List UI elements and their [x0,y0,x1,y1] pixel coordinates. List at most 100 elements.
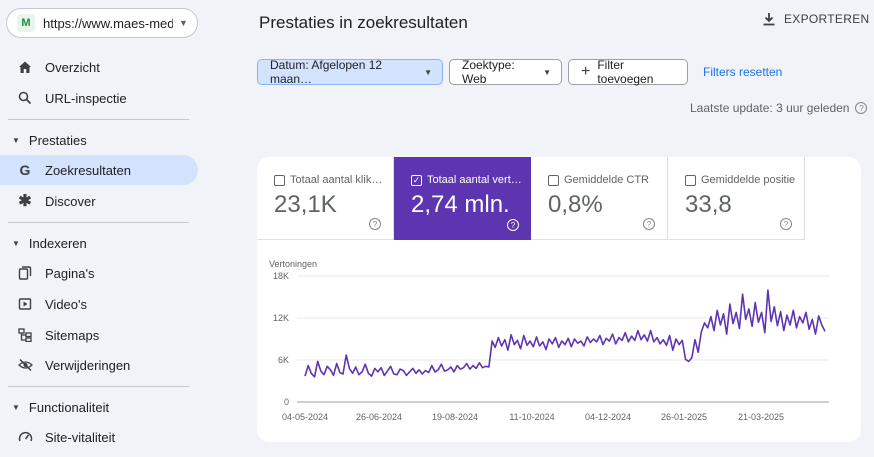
checkbox-icon [274,174,285,186]
sidebar-item-label: Overzicht [45,59,100,75]
add-filter-button[interactable]: + Filter toevoegen [568,58,688,86]
section-label: Indexeren [28,235,87,251]
impressions-chart: Vertoningen 18K 12K 6K 0 04-05-2024 26-06-202… [257,257,861,437]
property-url: https://www.maes-med… [43,15,173,31]
last-update-text: Laatste update: 3 uur geleden [690,101,850,115]
metric-label: Totaal aantal vert… [427,174,522,186]
help-icon[interactable]: ? [507,219,519,231]
section-label: Prestaties [28,132,87,148]
metric-label: Gemiddelde CTR [564,174,649,186]
metric-label-row: Totaal aantal klik… [274,174,393,186]
section-indexing[interactable]: ▼ Indexeren [0,231,198,255]
property-selector[interactable]: M https://www.maes-med… ▼ [6,8,198,38]
sidebar-item-search-results[interactable]: G Zoekresultaten [0,155,198,185]
sidebar: M https://www.maes-med… ▼ Overzicht URL-… [0,0,205,457]
x-tick-label: 19-08-2024 [432,412,478,422]
metric-impressions[interactable]: ✓ Totaal aantal vert… 2,74 mln. ? [394,157,531,240]
eye-off-icon [17,357,33,373]
x-tick-label: 26-06-2024 [356,412,402,422]
y-tick-label: 18K [273,271,289,281]
impressions-series-line[interactable] [304,289,826,378]
last-update: Laatste update: 3 uur geleden ? [690,101,868,115]
sidebar-item-sitemaps[interactable]: Sitemaps [0,320,198,350]
divider [8,119,189,120]
metric-position[interactable]: Gemiddelde positie 33,8 ? [668,157,805,240]
y-tick-label: 0 [284,397,289,407]
metric-ctr[interactable]: Gemiddelde CTR 0,8% ? [531,157,668,240]
sidebar-item-url-inspection[interactable]: URL-inspectie [0,83,198,113]
sidebar-item-videos[interactable]: Video's [0,289,198,319]
video-icon [17,296,33,312]
date-filter-chip[interactable]: Datum: Afgelopen 12 maan… ▼ [257,58,443,86]
x-tick-label: 26-01-2025 [661,412,707,422]
metric-clicks[interactable]: Totaal aantal klik… 23,1K ? [257,157,394,240]
search-type-label: Zoektype: Web [462,58,515,86]
checkbox-icon [548,174,559,186]
asterisk-icon: ✱ [18,193,32,210]
caret-down-icon: ▼ [12,135,20,145]
metric-label: Totaal aantal klik… [290,174,383,186]
checkbox-icon [685,174,696,186]
reset-filters-button[interactable]: Filters resetten [703,65,783,79]
performance-card: Totaal aantal klik… 23,1K ? ✓ Totaal aan… [257,157,861,442]
google-g-icon: G [19,162,31,178]
page-title: Prestaties in zoekresultaten [259,13,468,32]
sidebar-item-label: Verwijderingen [45,357,131,373]
checkbox-checked-icon: ✓ [411,174,422,186]
sitemap-icon [17,327,33,343]
sidebar-item-label: URL-inspectie [45,90,127,106]
chevron-down-icon: ▼ [543,67,551,77]
metric-label: Gemiddelde positie [701,174,796,186]
date-filter-label: Datum: Afgelopen 12 maan… [270,58,383,86]
section-label: Functionaliteit [28,399,110,415]
sidebar-item-label: Pagina's [45,265,95,281]
x-tick-label: 04-05-2024 [282,412,328,422]
metric-label-row: Gemiddelde CTR [548,174,667,186]
add-filter-label: Filter toevoegen [597,58,654,86]
search-icon [17,90,33,106]
chart-svg: Vertoningen 18K 12K 6K 0 04-05-2024 26-06-202… [269,259,829,422]
site-logo: M [17,14,35,32]
metric-value: 0,8% [548,191,603,218]
export-label: EXPORTEREN [784,12,870,26]
search-type-chip[interactable]: Zoektype: Web ▼ [449,58,562,86]
metric-label-row: Gemiddelde positie [685,174,804,186]
help-icon[interactable]: ? [369,218,381,230]
caret-down-icon: ▼ [12,238,20,248]
sidebar-item-label: Video's [45,296,87,312]
sidebar-item-removals[interactable]: Verwijderingen [0,350,198,380]
sidebar-item-core-web-vitals[interactable]: Site-vitaliteit [0,422,198,452]
home-icon [17,59,33,75]
x-tick-label: 21-03-2025 [738,412,784,422]
export-button[interactable]: EXPORTEREN [762,12,869,26]
caret-down-icon: ▼ [12,402,20,412]
metric-value: 33,8 [685,191,732,218]
pages-icon [17,265,33,281]
divider [8,386,189,387]
sidebar-item-label: Discover [45,193,96,209]
chevron-down-icon: ▼ [179,18,188,28]
sidebar-item-label: Site-vitaliteit [45,429,116,445]
sidebar-item-label: Zoekresultaten [45,162,131,178]
metric-value: 2,74 mln. [411,191,510,218]
speedometer-icon [17,429,33,445]
metric-label-row: ✓ Totaal aantal vert… [411,174,531,186]
y-tick-label: 6K [278,355,289,365]
section-features[interactable]: ▼ Functionaliteit [0,395,198,419]
plus-icon: + [581,63,591,80]
chevron-down-icon: ▼ [424,67,432,77]
help-icon[interactable]: ? [855,102,868,114]
y-axis-label: Vertoningen [269,259,317,269]
sidebar-item-label: Sitemaps [45,327,100,343]
section-performance[interactable]: ▼ Prestaties [0,128,198,152]
help-icon[interactable]: ? [780,218,792,230]
sidebar-item-discover[interactable]: ✱ Discover [0,186,198,216]
sidebar-item-overview[interactable]: Overzicht [0,52,198,82]
divider [8,222,189,223]
x-tick-label: 04-12-2024 [585,412,631,422]
y-tick-label: 12K [273,313,289,323]
help-icon[interactable]: ? [643,218,655,230]
download-icon [763,13,775,26]
sidebar-item-pages[interactable]: Pagina's [0,258,198,288]
x-tick-label: 11-10-2024 [509,412,554,422]
